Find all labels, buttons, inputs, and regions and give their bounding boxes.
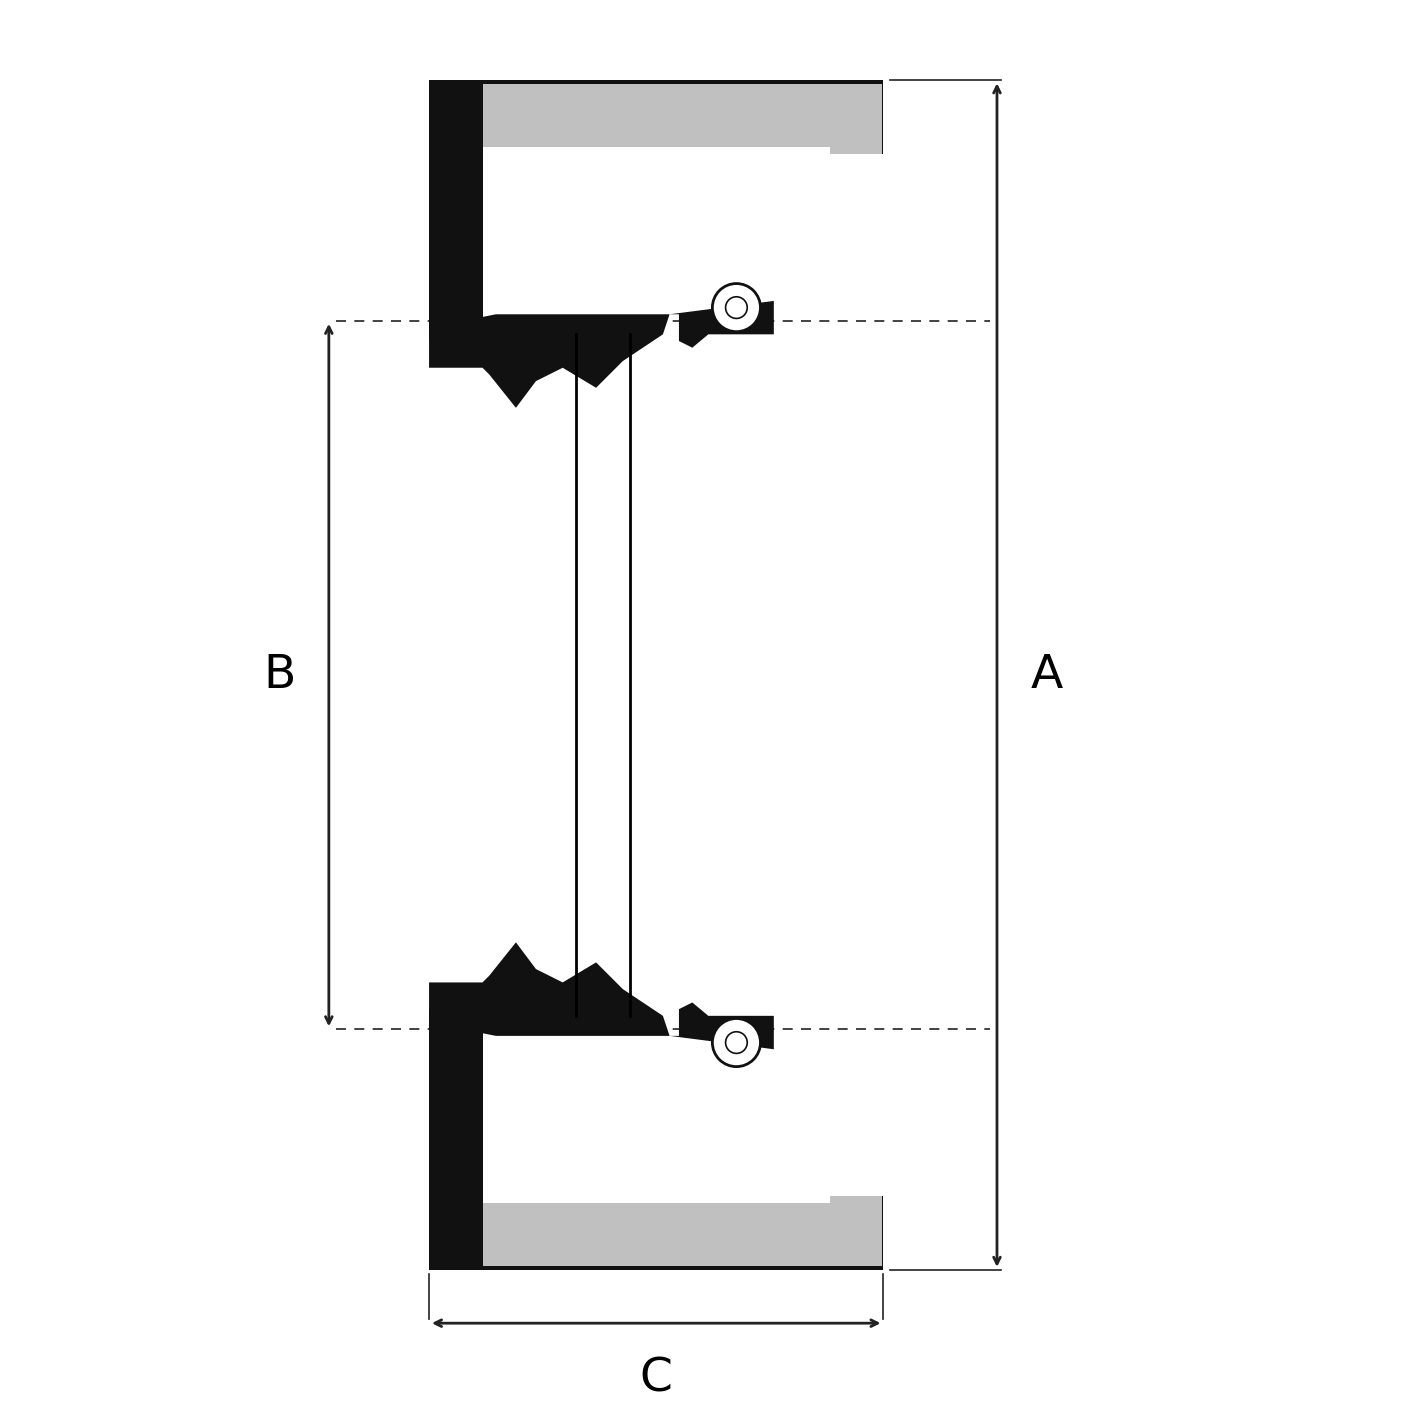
Circle shape: [713, 1018, 761, 1067]
Polygon shape: [482, 1197, 882, 1265]
Polygon shape: [429, 301, 773, 408]
Polygon shape: [429, 1033, 883, 1270]
Circle shape: [713, 284, 761, 332]
Text: C: C: [640, 1357, 672, 1402]
Polygon shape: [482, 84, 882, 153]
Circle shape: [725, 297, 747, 318]
Circle shape: [725, 1032, 747, 1053]
Text: A: A: [1031, 652, 1063, 697]
Text: B: B: [263, 652, 295, 697]
Polygon shape: [429, 316, 482, 342]
Polygon shape: [429, 1010, 482, 1033]
Polygon shape: [429, 80, 883, 316]
Polygon shape: [429, 942, 773, 1049]
